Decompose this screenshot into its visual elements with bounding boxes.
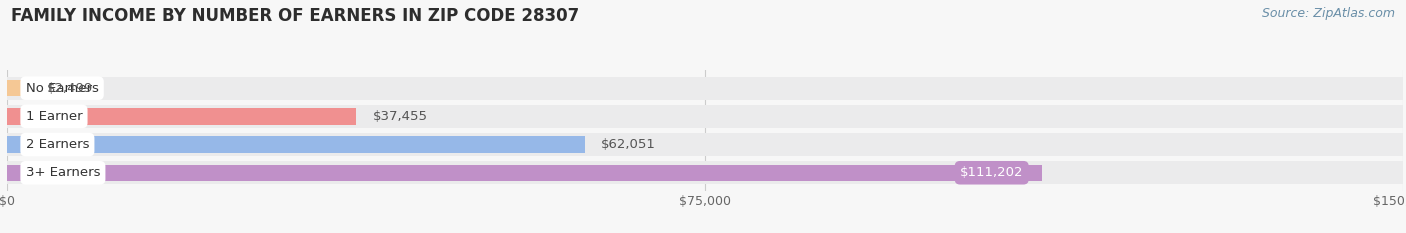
Text: No Earners: No Earners [25, 82, 98, 95]
Bar [7, 161, 1403, 184]
Text: $37,455: $37,455 [373, 110, 427, 123]
Text: 2 Earners: 2 Earners [25, 138, 89, 151]
Bar [7, 105, 1403, 128]
Bar [7, 77, 1403, 100]
Text: $62,051: $62,051 [602, 138, 657, 151]
Text: $2,499: $2,499 [46, 82, 93, 95]
Text: $111,202: $111,202 [960, 166, 1024, 179]
Bar [7, 108, 356, 125]
Bar [7, 164, 1042, 181]
Bar [7, 133, 1403, 156]
Text: 3+ Earners: 3+ Earners [25, 166, 100, 179]
Text: Source: ZipAtlas.com: Source: ZipAtlas.com [1261, 7, 1395, 20]
Text: 1 Earner: 1 Earner [25, 110, 83, 123]
Text: FAMILY INCOME BY NUMBER OF EARNERS IN ZIP CODE 28307: FAMILY INCOME BY NUMBER OF EARNERS IN ZI… [11, 7, 579, 25]
Bar [7, 80, 31, 96]
Bar [7, 136, 585, 153]
